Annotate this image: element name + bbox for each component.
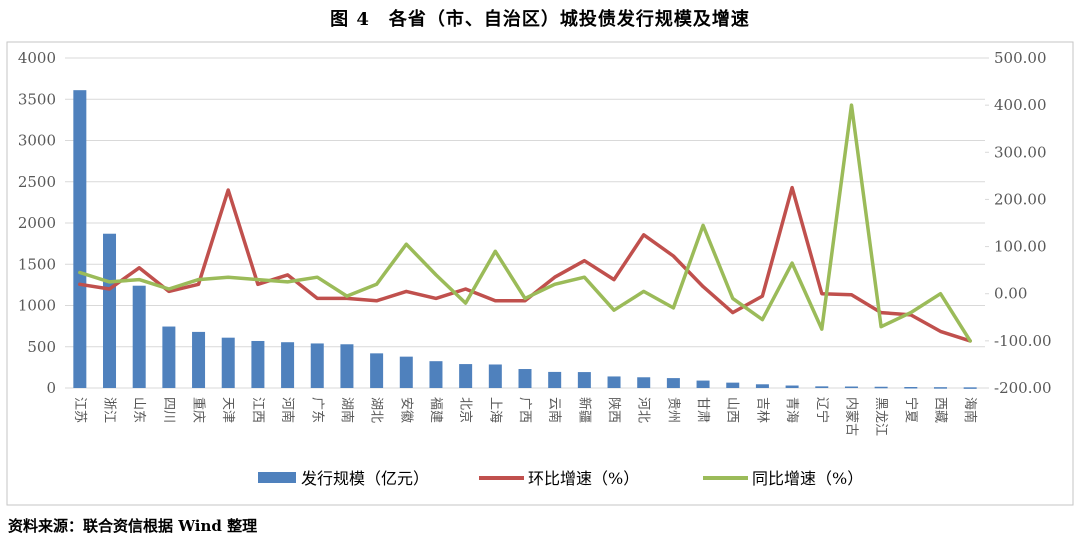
bar-吉林 — [755, 384, 769, 388]
x-axis-label-北京: 北京 — [458, 397, 473, 423]
bar-江苏 — [73, 90, 87, 389]
bar-安徽 — [399, 356, 413, 388]
x-axis-label-河南: 河南 — [280, 397, 296, 423]
x-axis-label-广西: 广西 — [517, 397, 532, 423]
bar-天津 — [221, 337, 235, 388]
x-axis-label-重庆: 重庆 — [191, 397, 207, 423]
x-axis-label-宁夏: 宁夏 — [903, 397, 919, 423]
x-axis-label-上海: 上海 — [487, 397, 502, 423]
right-axis-tick-label: 300.00 — [994, 143, 1047, 161]
bar-广东 — [310, 343, 324, 388]
legend-swatch-bar — [258, 472, 296, 483]
legend-label-2: 环比增速（%） — [528, 469, 639, 488]
right-axis-tick-label: 500.00 — [994, 49, 1047, 67]
x-axis-label-青海: 青海 — [784, 397, 799, 423]
bar-上海 — [488, 364, 502, 388]
x-axis-label-河北: 河北 — [636, 397, 651, 423]
bar-青海 — [785, 385, 799, 388]
bar-贵州 — [666, 378, 680, 388]
bar-河南 — [281, 342, 295, 388]
bar-陕西 — [607, 376, 621, 388]
bar-内蒙古 — [844, 386, 858, 389]
source-note: 资料来源：联合资信根据 Wind 整理 — [8, 517, 258, 535]
left-axis-tick-label: 500 — [27, 338, 56, 356]
bar-四川 — [162, 326, 176, 388]
x-axis-label-湖北: 湖北 — [369, 397, 384, 423]
x-axis-label-新疆: 新疆 — [576, 397, 592, 423]
x-axis-label-海南: 海南 — [962, 397, 978, 423]
bar-北京 — [459, 364, 473, 388]
x-axis-label-江西: 江西 — [250, 397, 265, 423]
yoy-growth-line — [78, 103, 972, 343]
bar-宁夏 — [904, 387, 918, 389]
x-axis-label-浙江: 浙江 — [102, 397, 117, 423]
bar-重庆 — [192, 331, 206, 388]
x-axis-label-陕西: 陕西 — [606, 397, 621, 423]
bar-新疆 — [577, 372, 591, 388]
bar-西藏 — [933, 387, 947, 389]
x-axis-label-天津: 天津 — [220, 397, 235, 423]
left-axis-tick-label: 4000 — [18, 49, 56, 67]
right-axis-tick-label: 0.00 — [994, 285, 1027, 303]
x-axis-label-甘肃: 甘肃 — [695, 397, 710, 423]
left-axis-tick-label: 3000 — [18, 132, 56, 150]
left-axis-tick-label: 3500 — [18, 90, 56, 108]
right-axis-tick-label: 200.00 — [994, 190, 1047, 208]
x-axis-label-山东: 山东 — [131, 397, 146, 423]
x-axis-label-四川: 四川 — [161, 397, 176, 423]
bar-山西 — [726, 382, 740, 388]
bar-广西 — [518, 369, 532, 388]
x-axis-label-内蒙古: 内蒙古 — [843, 397, 859, 436]
left-axis-tick-label: 1500 — [18, 255, 56, 273]
right-axis-tick-label: 400.00 — [994, 96, 1047, 114]
chart-title: 图 4 各省（市、自治区）城投债发行规模及增速 — [330, 9, 750, 30]
left-axis-tick-label: 2500 — [18, 173, 56, 191]
right-axis-tick-label: 100.00 — [994, 238, 1047, 256]
right-axis-tick-label: -200.00 — [994, 379, 1052, 397]
bar-福建 — [429, 361, 443, 388]
x-axis-label-黑龙江: 黑龙江 — [873, 397, 888, 436]
x-axis-label-辽宁: 辽宁 — [814, 397, 830, 423]
bar-海南 — [963, 387, 977, 389]
bar-河北 — [637, 377, 651, 388]
bar-湖南 — [340, 344, 354, 388]
bar-甘肃 — [696, 380, 710, 388]
bar-黑龙江 — [874, 386, 888, 389]
x-axis-label-广东: 广东 — [309, 397, 324, 423]
x-axis-label-湖南: 湖南 — [339, 397, 355, 423]
bar-辽宁 — [815, 386, 829, 388]
mom-growth-line — [78, 185, 972, 343]
x-axis-label-云南: 云南 — [547, 397, 563, 423]
bar-山东 — [132, 285, 146, 388]
legend-label-3: 同比增速（%） — [752, 469, 863, 488]
x-axis-label-西藏: 西藏 — [932, 397, 947, 423]
x-axis-label-江苏: 江苏 — [72, 397, 88, 423]
bar-浙江 — [103, 233, 117, 388]
x-axis-label-贵州: 贵州 — [665, 397, 680, 423]
left-axis-tick-label: 2000 — [18, 214, 56, 232]
chart-frame — [6, 41, 1074, 506]
legend-label-1: 发行规模（亿元） — [301, 469, 429, 488]
bar-江西 — [251, 340, 265, 388]
left-axis-tick-label: 1000 — [18, 297, 56, 315]
bar-云南 — [548, 371, 562, 388]
left-axis-tick-label: 0 — [46, 379, 56, 397]
x-axis-label-福建: 福建 — [428, 397, 443, 423]
bar-湖北 — [370, 353, 384, 388]
x-axis-label-山西: 山西 — [725, 397, 740, 423]
x-axis-label-吉林: 吉林 — [754, 397, 769, 423]
x-axis-label-安徽: 安徽 — [398, 397, 413, 423]
right-axis-tick-label: -100.00 — [994, 332, 1052, 350]
